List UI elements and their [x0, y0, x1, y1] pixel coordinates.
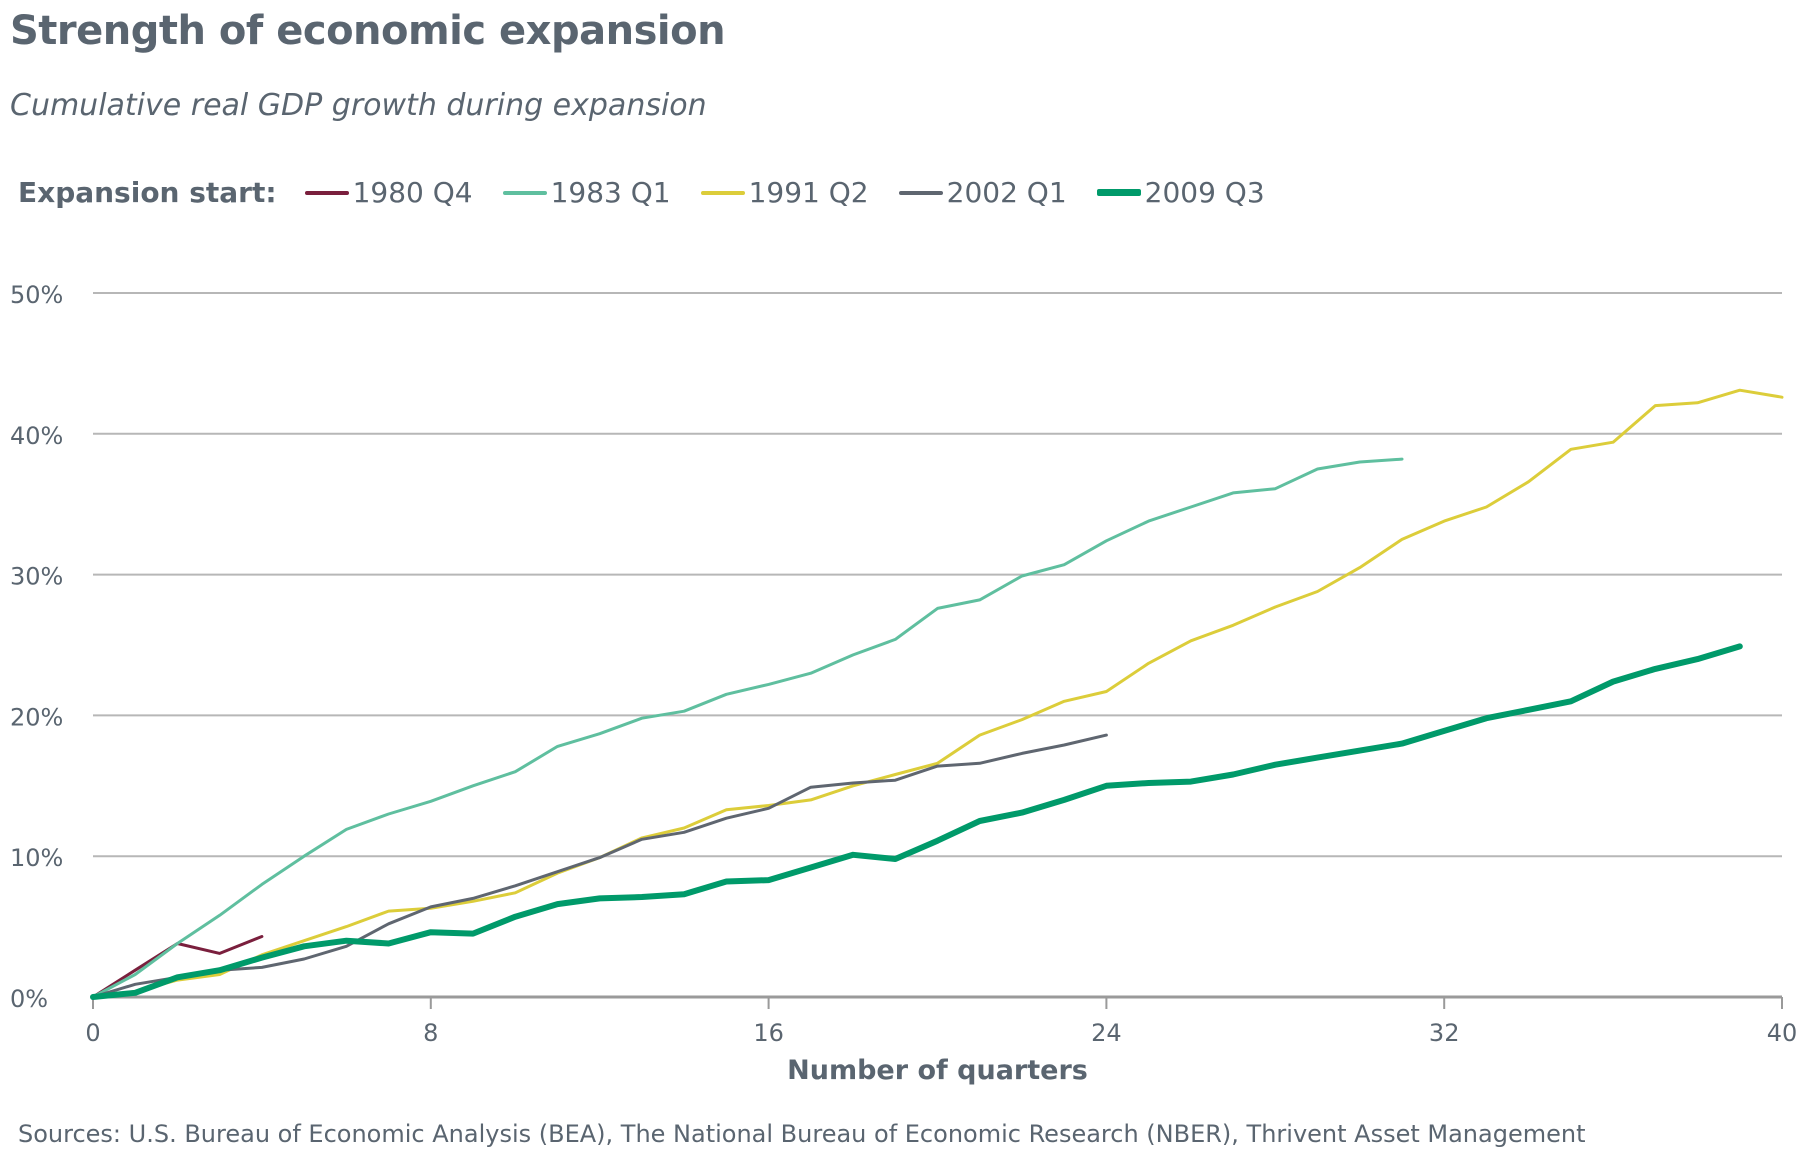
series-line-1991-q2	[91, 388, 1784, 999]
y-tick-label: 30%	[10, 563, 63, 591]
y-tick-label: 50%	[10, 281, 63, 309]
legend-label-2002-q1: 2002 Q1	[946, 176, 1067, 209]
legend-swatch-2002-q1	[898, 190, 943, 195]
legend-item-2002-q1: 2002 Q1	[898, 176, 1067, 209]
legend-swatch-1983-q1	[502, 190, 547, 195]
legend-item-1991-q2: 1991 Q2	[700, 176, 869, 209]
legend-label-2009-q3: 2009 Q3	[1144, 176, 1265, 209]
legend-item-1983-q1: 1983 Q1	[502, 176, 671, 209]
legend-label-1983-q1: 1983 Q1	[550, 176, 671, 209]
legend: Expansion start: 1980 Q4 1983 Q1 1991 Q2…	[18, 176, 1295, 209]
x-tick-label: 16	[753, 1019, 784, 1047]
legend-title: Expansion start:	[18, 176, 277, 209]
legend-swatch-1980-q4	[304, 190, 349, 195]
x-tick-label: 0	[85, 1019, 100, 1047]
legend-item-2009-q3: 2009 Q3	[1096, 176, 1265, 209]
series-line-1983-q1	[91, 457, 1404, 999]
y-tick-label: 20%	[10, 703, 63, 731]
legend-swatch-1991-q2	[700, 190, 745, 195]
y-tick-label: 10%	[10, 844, 63, 872]
x-tick-label: 40	[1767, 1019, 1797, 1047]
legend-label-1980-q4: 1980 Q4	[352, 176, 473, 209]
series-line-2009-q3	[90, 643, 1743, 1000]
legend-item-1980-q4: 1980 Q4	[304, 176, 473, 209]
legend-label-1991-q2: 1991 Q2	[748, 176, 869, 209]
y-tick-label: 40%	[10, 422, 63, 450]
x-axis-label: Number of quarters	[787, 1055, 1088, 1086]
x-tick-label: 24	[1091, 1019, 1122, 1047]
chart-title: Strength of economic expansion	[10, 8, 726, 54]
x-tick-label: 8	[423, 1019, 438, 1047]
legend-swatch-2009-q3	[1096, 189, 1141, 196]
series-line-2002-q1	[91, 733, 1108, 999]
source-note: Sources: U.S. Bureau of Economic Analysi…	[18, 1120, 1586, 1148]
chart-subtitle: Cumulative real GDP growth during expans…	[10, 88, 707, 123]
y-tick-label: 0%	[10, 985, 48, 1013]
x-tick-label: 32	[1429, 1019, 1460, 1047]
